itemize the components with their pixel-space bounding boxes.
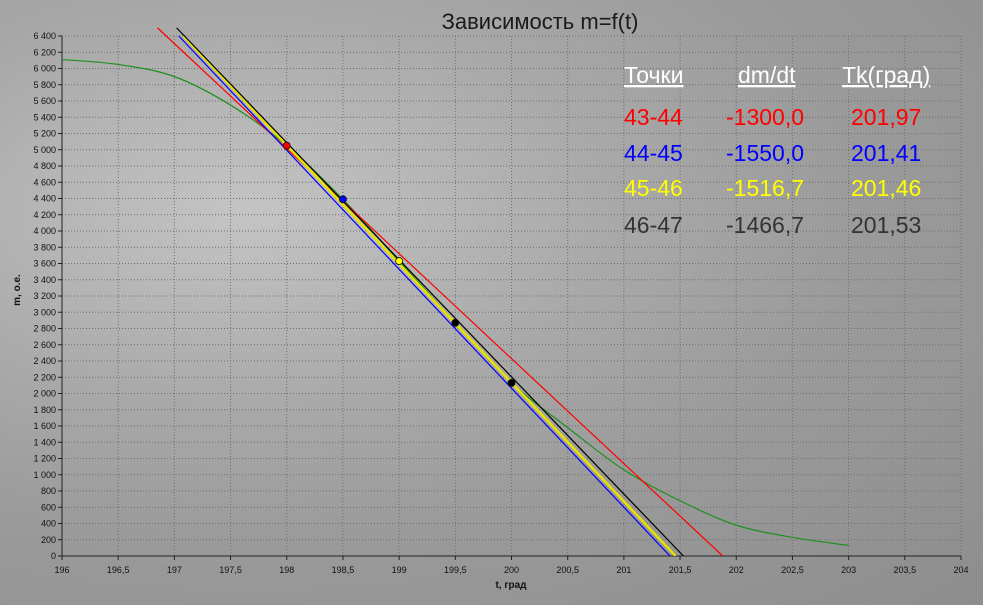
y-tick-label: 3 200 bbox=[33, 291, 56, 301]
data-point-3 bbox=[395, 257, 404, 265]
row-dmdt: -1300,0 bbox=[726, 104, 804, 130]
y-tick-label: 2 800 bbox=[33, 324, 56, 334]
y-tick-label: 5 600 bbox=[33, 96, 56, 106]
y-tick-label: 6 400 bbox=[33, 31, 56, 41]
table-row: 45-46 -1516,7 201,46 bbox=[624, 175, 921, 201]
tangent-line-2 bbox=[178, 35, 671, 556]
row-dmdt: -1516,7 bbox=[726, 175, 804, 201]
x-tick-label: 200 bbox=[504, 565, 519, 575]
row-tk: 201,41 bbox=[851, 140, 921, 166]
x-axis-label: t, град bbox=[495, 580, 527, 591]
y-tick-label: 4 800 bbox=[33, 161, 56, 171]
x-tick-label: 199 bbox=[392, 565, 407, 575]
row-tk: 201,97 bbox=[851, 104, 921, 130]
x-tick-label: 197 bbox=[167, 565, 182, 575]
x-tick-label: 203,5 bbox=[894, 565, 917, 575]
y-tick-label: 2 000 bbox=[33, 389, 56, 399]
y-tick-label: 4 200 bbox=[33, 210, 56, 220]
x-tick-label: 201,5 bbox=[669, 565, 692, 575]
y-tick-label: 1 600 bbox=[33, 421, 56, 431]
data-point-5 bbox=[507, 379, 516, 387]
x-tick-label: 203 bbox=[841, 565, 856, 575]
y-tick-label: 1 400 bbox=[33, 437, 56, 447]
y-tick-label: 800 bbox=[41, 486, 56, 496]
y-tick-label: 4 400 bbox=[33, 194, 56, 204]
table-header-points: Точки bbox=[624, 62, 683, 88]
row-points: 43-44 bbox=[624, 104, 683, 130]
y-tick-label: 2 200 bbox=[33, 372, 56, 382]
data-point-4 bbox=[451, 318, 460, 327]
y-tick-label: 3 800 bbox=[33, 242, 56, 252]
x-tick-label: 196 bbox=[54, 565, 69, 575]
y-axis-ticks: 0 200 400 600 800 1 000 1 200 1 400 1 600 1 800 2 … bbox=[33, 31, 62, 561]
y-tick-label: 1 800 bbox=[33, 405, 56, 415]
data-points bbox=[282, 141, 516, 387]
y-tick-label: 2 600 bbox=[33, 340, 56, 350]
table-row: 43-44 -1300,0 201,97 bbox=[624, 104, 921, 130]
table-header-tk: Tk(град) bbox=[842, 62, 930, 88]
row-points: 45-46 bbox=[624, 175, 683, 201]
y-tick-label: 3 400 bbox=[33, 275, 56, 285]
chart-title: Зависимость m=f(t) bbox=[442, 9, 639, 34]
x-tick-label: 204 bbox=[953, 565, 968, 575]
tangent-table: Точки dm/dt Tk(град) 43-44 -1300,0 201,974… bbox=[624, 62, 930, 238]
row-tk: 201,46 bbox=[851, 175, 921, 201]
y-tick-label: 400 bbox=[41, 519, 56, 529]
y-tick-label: 6 200 bbox=[33, 47, 56, 57]
x-tick-label: 198,5 bbox=[332, 565, 355, 575]
y-tick-label: 4 600 bbox=[33, 177, 56, 187]
table-row: 46-47 -1466,7 201,53 bbox=[624, 212, 921, 238]
y-tick-label: 6 000 bbox=[33, 64, 56, 74]
y-tick-label: 5 800 bbox=[33, 80, 56, 90]
y-tick-label: 0 bbox=[51, 551, 56, 561]
y-tick-label: 1 200 bbox=[33, 454, 56, 464]
y-tick-label: 3 600 bbox=[33, 259, 56, 269]
x-tick-label: 199,5 bbox=[444, 565, 467, 575]
grid-lines bbox=[61, 35, 962, 557]
row-points: 44-45 bbox=[624, 140, 683, 166]
data-point-2 bbox=[339, 195, 347, 204]
y-tick-label: 600 bbox=[41, 502, 56, 512]
table-row: 44-45 -1550,0 201,41 bbox=[624, 140, 921, 166]
row-points: 46-47 bbox=[624, 212, 683, 238]
tangent-line-4 bbox=[176, 27, 684, 556]
x-tick-label: 200,5 bbox=[556, 565, 579, 575]
y-tick-label: 5 000 bbox=[33, 145, 56, 155]
y-tick-label: 1 000 bbox=[33, 470, 56, 480]
y-tick-label: 5 200 bbox=[33, 129, 56, 139]
y-tick-label: 3 000 bbox=[33, 307, 56, 317]
row-tk: 201,53 bbox=[851, 212, 921, 238]
y-tick-label: 2 400 bbox=[33, 356, 56, 366]
y-axis-label: m, о.е. bbox=[12, 274, 23, 306]
x-tick-label: 197,5 bbox=[219, 565, 242, 575]
row-dmdt: -1550,0 bbox=[726, 140, 804, 166]
x-tick-label: 201 bbox=[616, 565, 631, 575]
x-tick-label: 202,5 bbox=[781, 565, 804, 575]
x-tick-label: 198 bbox=[279, 565, 294, 575]
x-axis-ticks: 196 196,5 197 197,5 198 198,5 199 199,5 200 200,5… bbox=[54, 556, 969, 575]
tangent-line-1 bbox=[157, 27, 724, 556]
y-tick-label: 200 bbox=[41, 535, 56, 545]
x-tick-label: 202 bbox=[729, 565, 744, 575]
table-header-dmdt: dm/dt bbox=[738, 62, 796, 88]
x-tick-label: 196,5 bbox=[107, 565, 130, 575]
data-point-1 bbox=[282, 141, 291, 150]
tangent-line-3 bbox=[182, 35, 677, 556]
y-tick-label: 5 400 bbox=[33, 112, 56, 122]
y-tick-label: 4 000 bbox=[33, 226, 56, 236]
row-dmdt: -1466,7 bbox=[726, 212, 804, 238]
